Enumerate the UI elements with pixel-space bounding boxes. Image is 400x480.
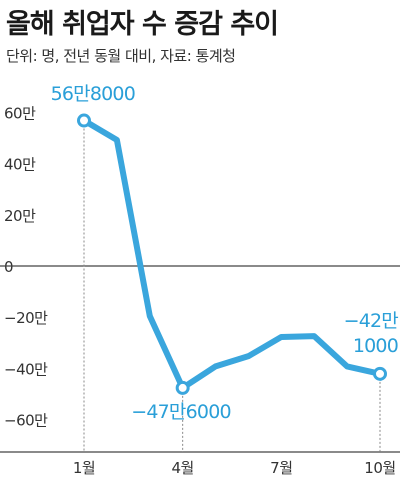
y-tick-label: −40만 <box>4 360 48 378</box>
data-point-marker <box>77 113 91 128</box>
data-point-marker <box>373 366 387 381</box>
data-label: −42만 <box>344 310 399 332</box>
data-point-marker <box>175 380 190 395</box>
x-tick-label: 1월 <box>73 459 95 477</box>
chart-title: 올해 취업자 수 증감 추이 <box>6 9 279 40</box>
y-tick-label: 0 <box>4 258 13 276</box>
y-tick-label: 60만 <box>4 104 36 122</box>
chart-subtitle: 단위: 명, 전년 동월 대비, 자료: 통계청 <box>6 47 236 65</box>
x-tick-label: 10월 <box>364 459 395 477</box>
y-tick-label: 20만 <box>4 207 36 225</box>
data-label: 56만8000 <box>51 83 135 105</box>
x-tick-label: 7월 <box>270 459 292 477</box>
data-label: 1000 <box>353 335 398 357</box>
series-line <box>81 117 383 391</box>
x-tick-label: 4월 <box>171 459 193 477</box>
y-tick-label: −20만 <box>4 309 48 327</box>
data-label: −47만6000 <box>131 401 231 423</box>
y-tick-label: −60만 <box>4 412 48 430</box>
y-tick-label: 40만 <box>4 156 36 174</box>
